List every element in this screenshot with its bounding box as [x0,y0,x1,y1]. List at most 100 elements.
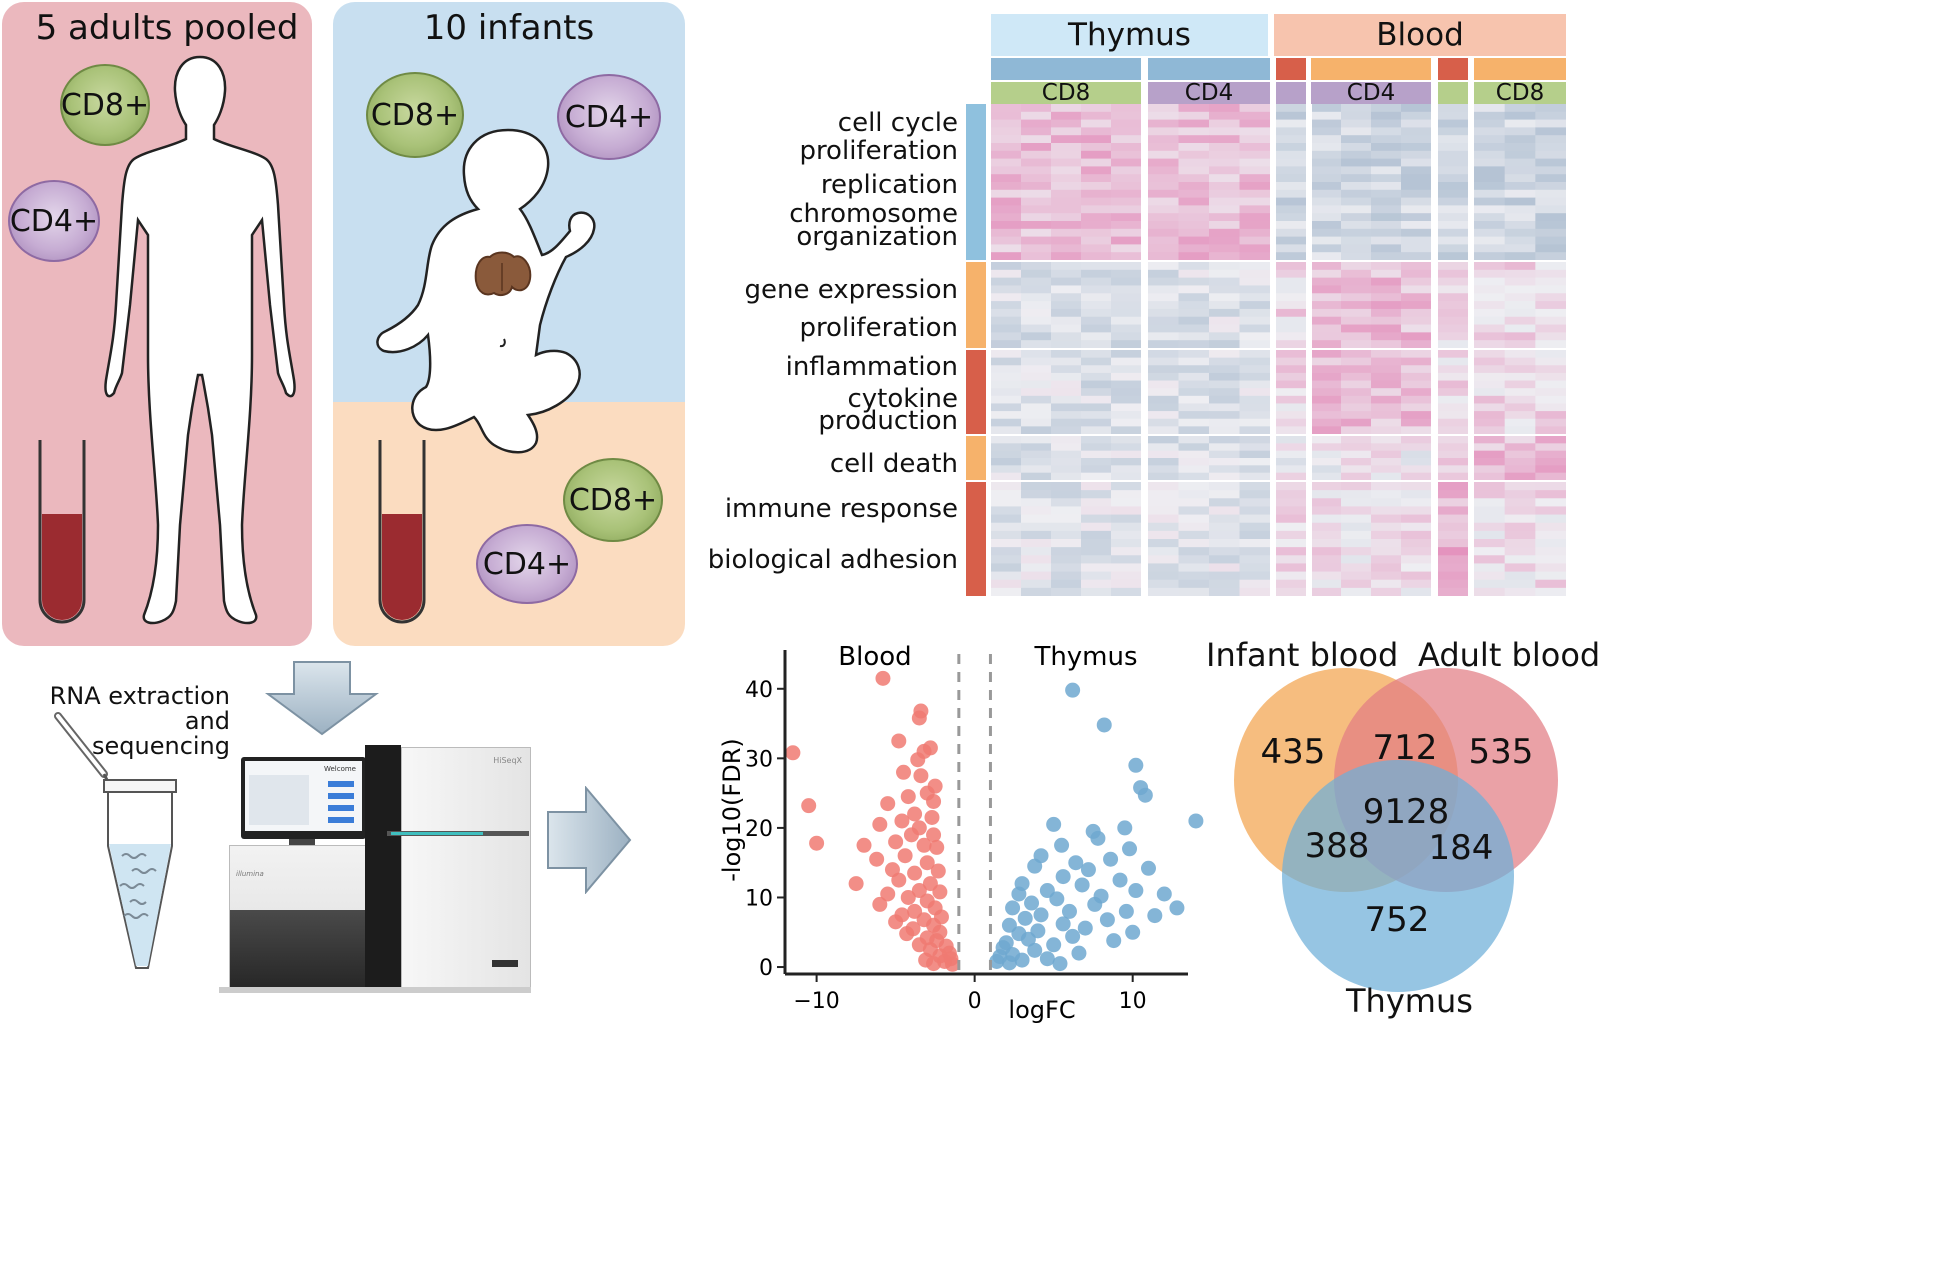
heatmap-cell [1311,365,1342,374]
heatmap-cell [1371,426,1402,435]
heatmap-cell [1178,143,1210,152]
heatmap-cell [1111,228,1142,238]
heatmap-cell [1111,472,1142,481]
point-thymus [1017,910,1033,926]
heatmap-cell [1148,472,1179,481]
heatmap-cell [1401,514,1432,524]
heatmap-cell [991,426,1022,435]
heatmap-cell [1474,205,1506,214]
point-blood [903,827,919,843]
heatmap-cell [1371,150,1402,160]
heatmap-cell [1504,450,1536,459]
heatmap-cell [1341,221,1372,230]
heatmap-cell [1276,458,1307,466]
point-thymus [1147,908,1163,924]
heatmap-cell [1474,127,1506,136]
heatmap-cell [1276,252,1307,261]
heatmap-cell [1148,482,1179,491]
point-thymus [1065,682,1081,698]
heatmap-cell [1178,465,1210,474]
heatmap-cell [1239,205,1271,214]
heatmap-cell [1474,189,1506,199]
heatmap-cell [1239,332,1271,341]
heatmap-cell [1081,555,1112,564]
heatmap-cell [991,197,1022,206]
heatmap-cell [1535,301,1566,310]
heatmap-cell [1401,244,1432,253]
heatmap-cell [1438,135,1469,144]
heatmap-cell [1051,119,1082,128]
heatmap-cell [1209,252,1240,261]
heatmap-cell [1209,522,1240,532]
heatmap-cell [991,563,1022,573]
heatmap-cell [1239,411,1271,420]
heatmap-cell [1111,587,1142,596]
heatmap-cell [1276,197,1307,206]
point-thymus [1099,912,1115,928]
heatmap-cell [1178,119,1210,128]
heatmap-cell [1438,301,1469,310]
heatmap-cell [1341,308,1372,318]
heatmap-cell [1021,579,1052,589]
heatmap-cell [1051,143,1082,152]
heatmap-cell [1178,285,1210,294]
heatmap-cell [1438,388,1469,397]
heatmap-cell [1474,506,1506,516]
heatmap-cell [991,514,1022,524]
heatmap-cell [1081,252,1112,261]
heatmap-cell [1021,443,1052,452]
heatmap-cell [1111,340,1142,349]
heatmap-cell [1341,166,1372,175]
heatmap-cell [1239,143,1271,152]
point-blood [910,752,926,768]
heatmap-cell [1148,555,1179,564]
heatmap-cell [1341,443,1372,452]
heatmap-cell [1276,285,1307,294]
heatmap-cell [1401,293,1432,302]
heatmap-cell [1081,418,1112,427]
heatmap-cell [1178,522,1210,532]
heatmap-cell [1438,166,1469,175]
heatmap-cell [1401,269,1432,279]
heatmap-cell [1209,563,1240,573]
point-blood [891,733,907,749]
row-label-proliferation: proliferation [799,136,958,166]
heatmap-cell [1311,563,1342,573]
heatmap-cell [1111,127,1142,136]
heatmap-cell [1504,205,1536,214]
heatmap-cell [1276,547,1307,556]
heatmap-cell [1239,301,1271,310]
heatmap-cell [1239,228,1271,238]
heatmap-cell [1535,458,1566,466]
heatmap-cell [1209,285,1240,294]
heatmap-cell [1239,285,1271,294]
heatmap-cell [1209,458,1240,466]
heatmap-cell [1341,436,1372,444]
heatmap-cell [1276,365,1307,374]
heatmap-cell [1209,498,1240,507]
heatmap-cell [1081,403,1112,412]
heatmap-cell [1311,104,1342,113]
heatmap-cell [1021,563,1052,573]
venn-count-infant-only: 435 [1260,732,1326,772]
heatmap-cell [1209,372,1240,382]
point-thymus [1169,900,1185,916]
heatmap-cell [1021,316,1052,326]
right-arrow [547,786,632,894]
heatmap-cell [1239,350,1271,359]
heatmap-cell [1311,490,1342,499]
heatmap-cell [1148,293,1179,302]
heatmap-cell [1504,563,1536,573]
heatmap-col-separator [1468,104,1474,596]
heatmap-cell [1239,539,1271,548]
heatmap-cell [1239,436,1271,444]
celltype-header-cd8-thymus: CD8 [991,80,1141,106]
heatmap-cell [991,579,1022,589]
heatmap-cell [1535,443,1566,452]
heatmap-cell [1051,458,1082,466]
heatmap-cell [1311,197,1342,206]
heatmap-cell [1438,579,1469,589]
sequencer-machine: Welcome illumina HiSeqX [215,745,531,995]
row-label-proliferation-2: proliferation [799,313,958,343]
heatmap-cell [1276,350,1307,359]
